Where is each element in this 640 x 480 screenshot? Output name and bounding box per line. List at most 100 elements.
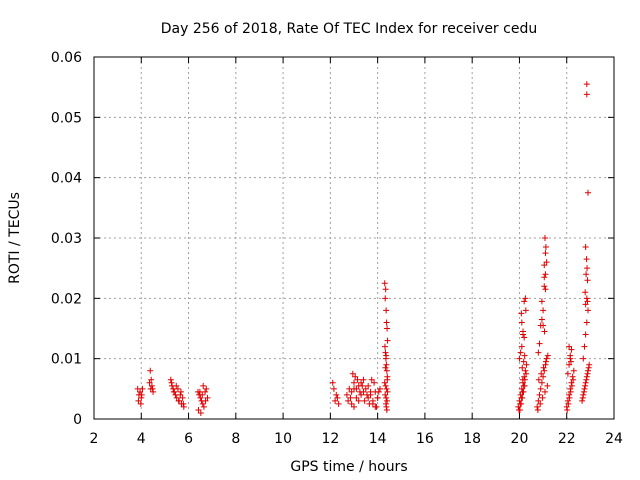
y-tick-label: 0.03 <box>51 231 82 247</box>
data-point <box>540 373 547 380</box>
data-point <box>382 364 389 371</box>
data-point <box>335 400 342 407</box>
data-point <box>543 355 550 362</box>
data-point <box>544 352 551 359</box>
data-point <box>347 394 354 401</box>
x-tick-label: 8 <box>231 431 240 447</box>
data-point <box>518 310 525 317</box>
data-point <box>536 340 543 347</box>
data-point <box>343 391 350 398</box>
data-point <box>564 370 571 377</box>
x-tick-label: 4 <box>137 431 146 447</box>
data-point <box>542 271 549 278</box>
data-point <box>544 382 551 389</box>
data-point <box>362 385 369 392</box>
data-point <box>542 286 549 293</box>
data-point <box>566 343 573 350</box>
data-point <box>522 307 529 314</box>
y-tick-label: 0.04 <box>51 171 82 187</box>
data-point <box>358 391 365 398</box>
x-tick-label: 2 <box>90 431 99 447</box>
data-point <box>382 286 389 293</box>
data-point <box>584 277 591 284</box>
data-point <box>375 388 382 395</box>
data-point <box>330 385 337 392</box>
data-point <box>534 406 541 413</box>
data-point <box>174 385 181 392</box>
data-point <box>582 331 589 338</box>
data-point <box>355 397 362 404</box>
data-point <box>522 367 529 374</box>
data-point <box>582 289 589 296</box>
data-point <box>369 400 376 407</box>
data-point <box>332 397 339 404</box>
data-point <box>360 376 367 383</box>
data-point <box>516 355 523 362</box>
data-point <box>374 394 381 401</box>
data-point <box>137 400 144 407</box>
data-point <box>518 343 525 350</box>
y-tick-label: 0.06 <box>51 50 82 66</box>
data-point <box>383 307 390 314</box>
data-point <box>135 397 142 404</box>
data-point <box>523 361 530 368</box>
data-point <box>515 403 522 410</box>
data-point <box>523 370 530 377</box>
x-tick-label: 18 <box>463 431 481 447</box>
data-point <box>541 262 548 269</box>
data-point <box>365 394 372 401</box>
data-point <box>539 394 546 401</box>
data-point <box>566 394 573 401</box>
data-point <box>543 259 550 266</box>
data-point <box>535 397 542 404</box>
data-point <box>540 322 547 329</box>
data-point <box>195 406 202 413</box>
data-point <box>200 403 207 410</box>
data-point <box>567 352 574 359</box>
data-point <box>384 337 391 344</box>
data-point <box>200 382 207 389</box>
axis-ticks <box>93 56 615 420</box>
data-point <box>567 388 574 395</box>
y-tick-label: 0.05 <box>51 110 82 126</box>
x-axis-label: GPS time / hours <box>290 459 407 475</box>
data-point <box>170 388 177 395</box>
data-point <box>168 379 175 386</box>
data-point <box>382 349 389 356</box>
data-point <box>202 388 209 395</box>
data-point <box>542 358 549 365</box>
y-tick-label: 0.01 <box>51 352 82 368</box>
data-point <box>148 376 155 383</box>
x-tick-label: 14 <box>369 431 387 447</box>
x-tick-label: 22 <box>558 431 576 447</box>
data-point <box>582 244 589 251</box>
data-point <box>348 400 355 407</box>
data-point <box>518 385 525 392</box>
data-point <box>372 403 379 410</box>
data-point <box>568 346 575 353</box>
data-point <box>383 385 390 392</box>
data-point <box>584 265 591 272</box>
data-point <box>381 379 388 386</box>
data-point <box>203 385 210 392</box>
data-point <box>521 298 528 305</box>
data-point <box>519 376 526 383</box>
data-point <box>368 376 375 383</box>
data-point <box>535 376 542 383</box>
y-axis-tick-labels: 0 0.01 0.02 0.03 0.04 0.05 0.06 <box>51 50 82 428</box>
data-point <box>167 376 174 383</box>
data-point <box>522 295 529 302</box>
chart-title: Day 256 of 2018, Rate Of TEC Index for r… <box>161 21 537 37</box>
data-point <box>520 358 527 365</box>
data-point <box>516 406 523 413</box>
y-tick-label: 0.02 <box>51 291 82 307</box>
data-point <box>541 367 548 374</box>
data-point <box>521 373 528 380</box>
data-point <box>520 388 527 395</box>
data-point <box>541 274 548 281</box>
data-point <box>180 400 187 407</box>
data-point <box>537 400 544 407</box>
data-point <box>137 388 144 395</box>
x-tick-label: 6 <box>184 431 193 447</box>
data-point <box>199 400 206 407</box>
